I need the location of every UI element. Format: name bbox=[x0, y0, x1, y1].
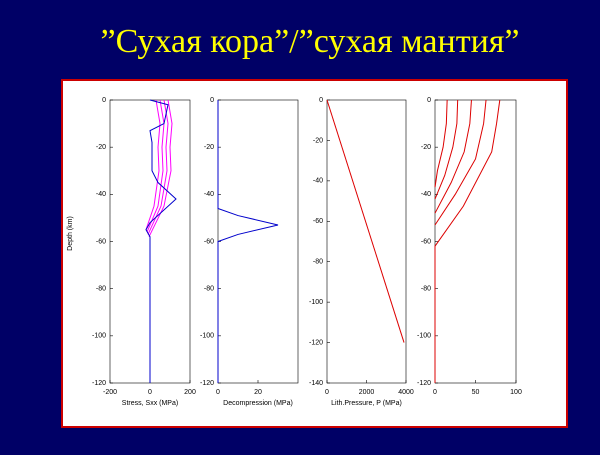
slide-title: ”Сухая кора”/”сухая мантия” bbox=[101, 23, 520, 60]
y-tick-label: -60 bbox=[421, 238, 431, 245]
x-tick-label: 0 bbox=[325, 389, 329, 396]
data-line bbox=[148, 99, 173, 238]
y-tick-label: -80 bbox=[313, 259, 323, 266]
y-tick-label: -40 bbox=[313, 178, 323, 185]
data-line bbox=[434, 99, 487, 226]
data-line bbox=[434, 99, 472, 214]
y-tick-label: -20 bbox=[204, 144, 214, 151]
x-tick-label: -200 bbox=[103, 389, 117, 396]
data-line bbox=[326, 99, 405, 343]
y-tick-label: -60 bbox=[96, 238, 106, 245]
y-tick-label: 0 bbox=[210, 97, 214, 104]
x-tick-label: 200 bbox=[184, 389, 196, 396]
data-line bbox=[434, 99, 459, 200]
y-tick-label: -80 bbox=[204, 286, 214, 293]
data-line bbox=[434, 99, 448, 188]
x-axis-label: Stress, Sxx (MPa) bbox=[122, 400, 178, 407]
data-line bbox=[434, 99, 501, 383]
x-tick-label: 2000 bbox=[359, 389, 375, 396]
y-tick-label: -60 bbox=[204, 238, 214, 245]
y-tick-label: -100 bbox=[309, 299, 323, 306]
y-tick-label: -80 bbox=[421, 286, 431, 293]
y-tick-label: -40 bbox=[96, 191, 106, 198]
data-line bbox=[145, 99, 161, 230]
x-tick-label: 0 bbox=[433, 389, 437, 396]
y-tick-label: -20 bbox=[313, 137, 323, 144]
y-tick-label: -120 bbox=[417, 380, 431, 387]
y-tick-label: -80 bbox=[96, 286, 106, 293]
y-tick-label: 0 bbox=[427, 97, 431, 104]
y-tick-label: 0 bbox=[319, 97, 323, 104]
y-tick-label: -20 bbox=[96, 144, 106, 151]
x-tick-label: 100 bbox=[510, 389, 522, 396]
y-tick-label: -120 bbox=[309, 339, 323, 346]
y-tick-label: 0 bbox=[102, 97, 106, 104]
x-axis-label: Lith.Pressure, P (MPa) bbox=[331, 400, 402, 407]
y-tick-label: -40 bbox=[421, 191, 431, 198]
y-axis-label: Depth (km) bbox=[67, 216, 74, 251]
x-tick-label: 20 bbox=[254, 389, 262, 396]
y-tick-label: -100 bbox=[92, 333, 106, 340]
x-tick-label: 50 bbox=[472, 389, 480, 396]
data-line bbox=[146, 99, 165, 233]
data-line bbox=[147, 99, 169, 235]
y-tick-label: -100 bbox=[417, 333, 431, 340]
y-tick-label: -120 bbox=[200, 380, 214, 387]
y-tick-label: -120 bbox=[92, 380, 106, 387]
x-tick-label: 0 bbox=[148, 389, 152, 396]
y-tick-label: -20 bbox=[421, 144, 431, 151]
y-tick-label: -100 bbox=[200, 333, 214, 340]
data-line bbox=[145, 99, 177, 383]
panel bbox=[61, 79, 568, 428]
x-tick-label: 0 bbox=[216, 389, 220, 396]
y-tick-label: -140 bbox=[309, 380, 323, 387]
y-tick-label: -60 bbox=[313, 218, 323, 225]
x-axis-label: Decompression (MPa) bbox=[223, 400, 293, 407]
data-line bbox=[217, 100, 279, 383]
y-tick-label: -40 bbox=[204, 191, 214, 198]
x-tick-label: 4000 bbox=[398, 389, 414, 396]
